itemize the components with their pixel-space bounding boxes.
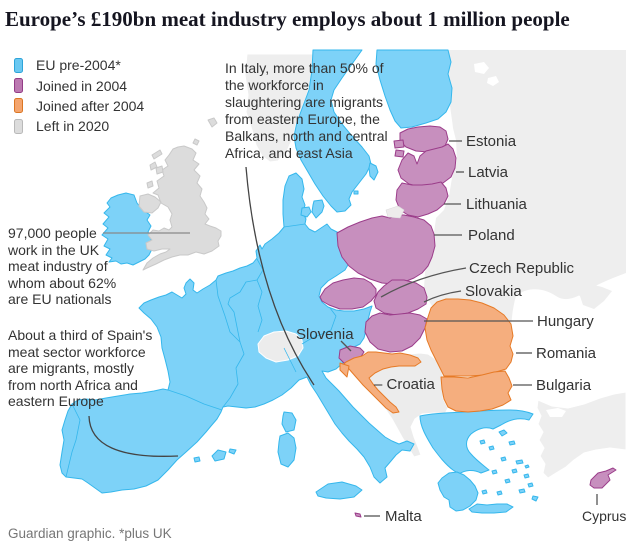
svg-text:Czech Republic: Czech Republic xyxy=(469,260,575,277)
svg-text:Estonia: Estonia xyxy=(466,133,517,150)
svg-text:Cyprus: Cyprus xyxy=(582,508,626,524)
svg-text:– Croatia: – Croatia xyxy=(374,376,436,393)
svg-text:Hungary: Hungary xyxy=(537,313,594,330)
svg-text:Latvia: Latvia xyxy=(468,164,509,181)
svg-text:Malta: Malta xyxy=(385,508,422,525)
svg-text:Bulgaria: Bulgaria xyxy=(536,377,592,394)
svg-text:Romania: Romania xyxy=(536,345,597,362)
svg-text:Slovakia: Slovakia xyxy=(465,283,522,300)
svg-text:Lithuania: Lithuania xyxy=(466,196,528,213)
svg-text:Slovenia: Slovenia xyxy=(296,326,354,343)
svg-text:Poland: Poland xyxy=(468,227,515,244)
